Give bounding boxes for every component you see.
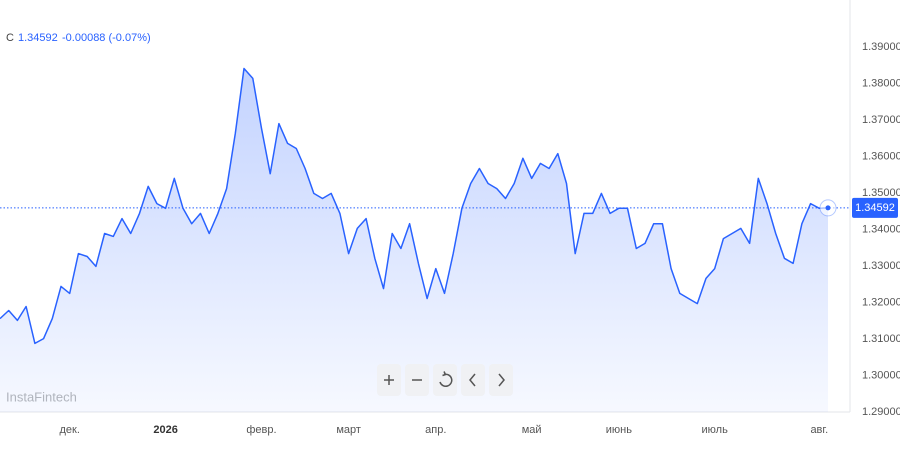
toolbar [377, 364, 513, 396]
x-tick-label: апр. [425, 424, 446, 436]
y-tick-label: 1.39000 [862, 41, 900, 53]
area [0, 68, 828, 412]
y-tick-label: 1.32000 [862, 296, 900, 308]
scroll-right-icon [498, 373, 505, 387]
y-tick-label: 1.36000 [862, 150, 900, 162]
reset-icon [439, 371, 453, 387]
x-tick-label: июль [702, 424, 729, 436]
y-tick-label: 1.34000 [862, 223, 900, 235]
scroll-right-button[interactable] [489, 364, 513, 396]
close-value: 1.34592 [18, 32, 58, 44]
last-price-label: 1.34592 [855, 202, 895, 214]
zoom-in-icon [384, 375, 394, 385]
x-tick-label: февр. [246, 424, 276, 436]
x-tick-label: май [522, 424, 542, 436]
last-point [825, 205, 831, 211]
watermark: InstaFintech [6, 389, 77, 404]
y-tick-label: 1.37000 [862, 114, 900, 126]
y-tick-label: 1.33000 [862, 260, 900, 272]
symbol: C [6, 32, 14, 44]
x-tick-label: авг. [810, 424, 828, 436]
x-tick-label: дек. [60, 424, 80, 436]
y-tick-label: 1.30000 [862, 369, 900, 381]
reset-button[interactable] [433, 364, 457, 396]
plot [0, 67, 850, 412]
y-tick-label: 1.29000 [862, 406, 900, 418]
y-tick-label: 1.38000 [862, 77, 900, 89]
y-tick-label: 1.31000 [862, 333, 900, 345]
x-tick-label: 2026 [153, 424, 177, 436]
x-tick-label: июнь [606, 424, 632, 436]
y-tick-label: 1.35000 [862, 187, 900, 199]
scroll-left-button[interactable] [461, 364, 485, 396]
last-price-badge [852, 197, 898, 218]
x-tick-label: март [336, 424, 361, 436]
change-value: -0.00088 (-0.07%) [62, 32, 151, 44]
scroll-left-icon [469, 373, 476, 387]
price-line [0, 67, 829, 345]
